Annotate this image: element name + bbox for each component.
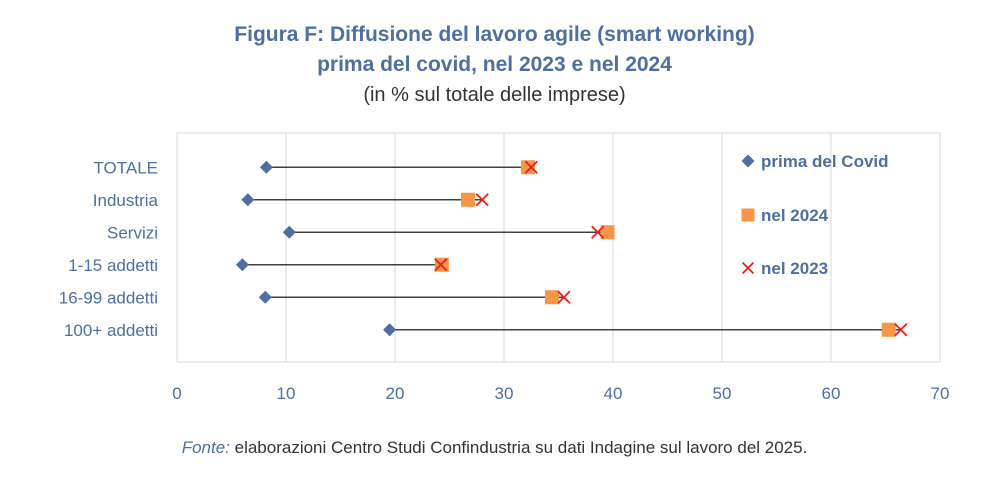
y-category-label-industria: Industria [93,191,159,210]
marker-2023-industria [475,193,489,207]
chart-title-block: Figura F: Diffusione del lavoro agile (s… [0,20,989,110]
x-tick-label-60: 60 [822,384,841,403]
x-tick-label-20: 20 [386,384,405,403]
x-tick-label-70: 70 [931,384,950,403]
marker-2024-totale [520,160,535,175]
marker-pre-covid-100-addetti [383,323,397,337]
dot-plot-chart: 0 10 20 30 40 50 60 70 TOTALE Industria Servizi 1-1… [59,132,950,403]
x-tick-label-50: 50 [713,384,732,403]
source-note: Fonte: elaborazioni Centro Studi Confind… [0,438,989,458]
chart-title-line-2: prima del covid, nel 2023 e nel 2024 [317,53,672,76]
source-label: Fonte: [181,438,230,457]
marker-pre-covid-industria [241,193,255,207]
y-category-label-totale: TOTALE [93,158,158,177]
y-category-label-100-addetti: 100+ addetti [64,321,158,340]
marker-2023-1-15-addetti [434,258,448,272]
plot-area: 0 10 20 30 40 50 60 70 TOTALE Industria Servizi 1-1… [59,132,950,403]
marker-2024-16-99-addetti [544,290,559,305]
x-tick-label-0: 0 [172,384,181,403]
marker-pre-covid-1-15-addetti [235,258,249,272]
x-tick-label-10: 10 [277,384,296,403]
marker-pre-covid-16-99-addetti [258,290,272,304]
marker-pre-covid-servizi [282,225,296,239]
marker-2023-servizi [591,225,605,239]
marker-2023-totale [524,160,538,174]
marker-pre-covid-totale [259,160,273,174]
x-tick-label-40: 40 [604,384,623,403]
y-category-label-1-15-addetti: 1-15 addetti [68,256,158,275]
legend-marker-2024 [741,208,755,222]
chart-title-line-1: Figura F: Diffusione del lavoro agile (s… [234,23,755,46]
source-text: elaborazioni Centro Studi Confindustria … [229,438,808,457]
marker-2024-100-addetti [881,322,896,337]
legend-marker-2023 [741,261,755,275]
y-category-label-servizi: Servizi [107,223,158,242]
chart-subtitle: (in % sul totale delle imprese) [363,84,626,106]
y-category-label-16-99-addetti: 16-99 addetti [59,288,158,307]
x-tick-label-30: 30 [495,384,514,403]
marker-2023-16-99-addetti [557,290,571,304]
marker-2023-100-addetti [894,323,908,337]
legend-label-2023: nel 2023 [761,259,828,278]
legend-label-2024: nel 2024 [761,206,829,225]
legend-label-pre-covid: prima del Covid [761,152,889,171]
marker-2024-servizi [600,225,615,240]
legend-marker-pre-covid [741,154,755,168]
marker-2024-industria [461,192,476,207]
